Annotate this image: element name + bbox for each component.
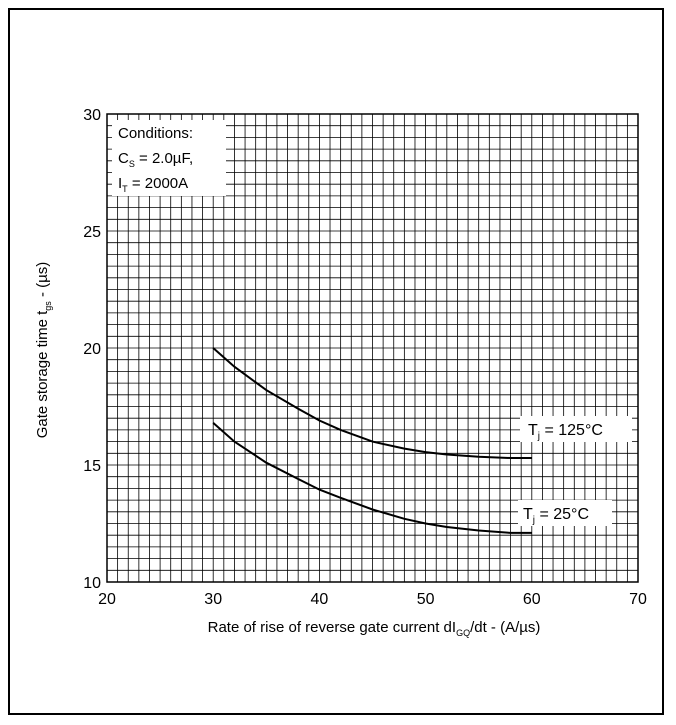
y-axis-label: Gate storage time tgs - (µs) [34,262,53,439]
y-tick-label: 20 [83,341,101,358]
series-label-125: Tj = 125°C [520,416,632,442]
conditions-cs: CS = 2.0µF, [118,150,193,169]
x-axis-label: Rate of rise of reverse gate current dIG… [208,619,541,638]
x-tick-label: 70 [629,591,647,608]
x-tick-label: 20 [98,591,116,608]
y-tick-label: 30 [83,107,101,124]
series-label-25: Tj = 25°C [518,500,612,526]
conditions-box: Conditions: CS = 2.0µF, IT = 2000A [112,120,226,196]
y-tick-labels: 10 15 20 25 30 [83,107,101,592]
conditions-it: IT = 2000A [118,175,188,194]
conditions-heading: Conditions: [118,125,193,142]
y-tick-label: 15 [83,458,101,475]
x-tick-label: 40 [311,591,329,608]
x-tick-labels: 20 30 40 50 60 70 [98,591,647,608]
svg-text:Tj = 125°C: Tj = 125°C [528,422,603,442]
series-curve-0 [212,347,532,459]
x-tick-label: 30 [204,591,222,608]
series-curve-1 [212,422,532,534]
plot-area [106,113,639,583]
curves [212,347,532,534]
x-tick-label: 50 [417,591,435,608]
y-tick-label: 25 [83,224,101,241]
x-tick-label: 60 [523,591,541,608]
svg-text:Tj = 25°C: Tj = 25°C [523,506,589,526]
y-tick-label: 10 [83,575,101,592]
